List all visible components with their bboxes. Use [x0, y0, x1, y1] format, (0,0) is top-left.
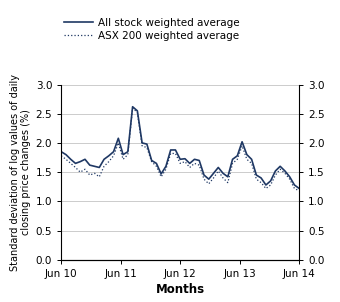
- ASX 200 weighted average: [112, 154, 116, 158]
- All stock weighted average: [292, 183, 296, 187]
- All stock weighted average: [112, 150, 116, 153]
- All stock weighted average: [235, 154, 239, 158]
- All stock weighted average: [221, 172, 225, 175]
- ASX 200 weighted average: [292, 187, 296, 190]
- All stock weighted average: [59, 150, 63, 153]
- All stock weighted average: [135, 109, 139, 113]
- ASX 200 weighted average: [135, 111, 139, 114]
- Line: All stock weighted average: All stock weighted average: [61, 107, 299, 188]
- ASX 200 weighted average: [235, 157, 239, 161]
- ASX 200 weighted average: [140, 144, 144, 148]
- X-axis label: Months: Months: [156, 283, 205, 296]
- All stock weighted average: [140, 141, 144, 145]
- Y-axis label: Standard deviation of log values of daily
closing price changes (%): Standard deviation of log values of dail…: [10, 74, 31, 271]
- ASX 200 weighted average: [131, 106, 135, 110]
- Line: ASX 200 weighted average: ASX 200 weighted average: [61, 108, 299, 191]
- ASX 200 weighted average: [221, 176, 225, 180]
- ASX 200 weighted average: [59, 154, 63, 158]
- All stock weighted average: [297, 187, 301, 190]
- ASX 200 weighted average: [297, 189, 301, 193]
- All stock weighted average: [131, 105, 135, 108]
- Legend: All stock weighted average, ASX 200 weighted average: All stock weighted average, ASX 200 weig…: [64, 18, 240, 41]
